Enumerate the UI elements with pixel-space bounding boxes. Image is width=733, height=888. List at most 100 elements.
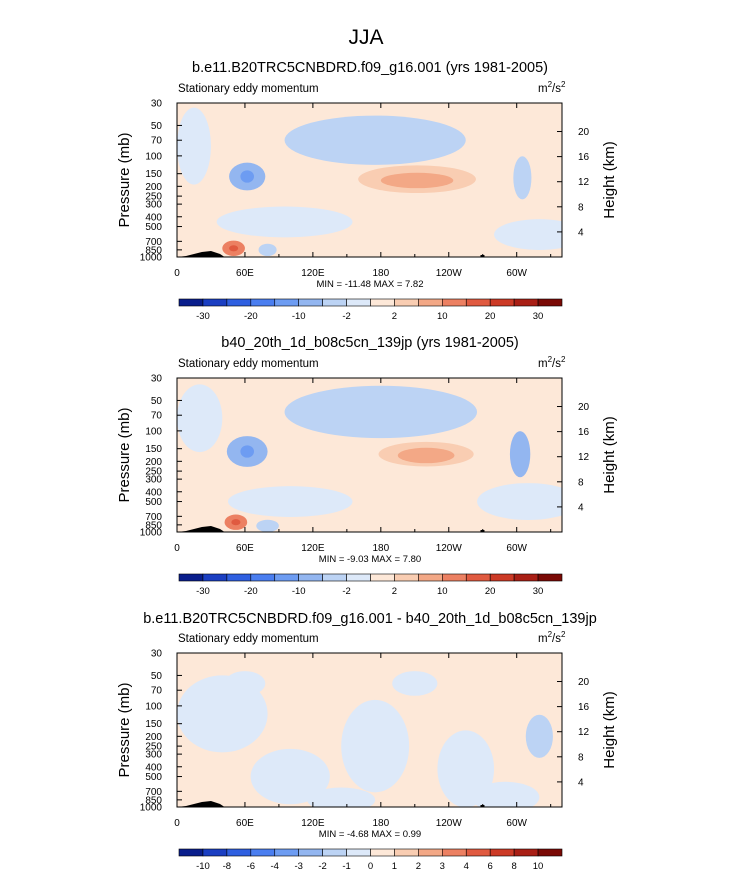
contour-region	[284, 115, 466, 165]
y-tick-label: 500	[145, 497, 162, 508]
colorbar-swatch	[418, 298, 443, 307]
height-tick-label: 16	[578, 427, 590, 438]
y-tick-label: 50	[151, 671, 163, 682]
x-tick-label: 120E	[301, 543, 325, 554]
colorbar-label: 20	[485, 311, 496, 322]
contour-region	[494, 219, 562, 250]
y-tick-label: 400	[145, 212, 162, 223]
colorbar-label: -2	[342, 586, 350, 597]
y-tick-label: 30	[151, 649, 163, 660]
topography	[177, 526, 225, 532]
colorbar-label: -6	[247, 861, 255, 872]
panel-1: b.e11.B20TRC5CNBDRD.f09_g16.001 (yrs 198…	[116, 60, 618, 322]
colorbar-swatch	[250, 848, 276, 857]
colorbar-swatch	[370, 298, 395, 307]
contour-region	[240, 445, 255, 458]
colorbar-swatch	[226, 573, 252, 582]
contour-region	[229, 245, 239, 252]
colorbar-swatch	[250, 298, 276, 307]
x-tick-label: 180	[372, 818, 389, 829]
contour-region	[341, 699, 410, 793]
panel-3: b.e11.B20TRC5CNBDRD.f09_g16.001 - b40_20…	[116, 611, 618, 872]
y-tick-label: 250	[145, 467, 162, 478]
colorbar-label: -3	[294, 861, 302, 872]
colorbar-swatch	[465, 573, 491, 582]
colorbar-swatch	[442, 573, 467, 582]
contour-field	[177, 107, 562, 257]
height-tick-label: 4	[578, 227, 584, 238]
colorbar-swatch	[513, 573, 539, 582]
colorbar-swatch	[465, 298, 491, 307]
y-tick-label: 30	[151, 374, 163, 385]
y-tick-label: 300	[145, 200, 162, 211]
height-tick-label: 20	[578, 402, 590, 413]
contour-field	[177, 384, 562, 532]
colorbar-swatch	[178, 848, 204, 857]
height-tick-label: 12	[578, 177, 590, 188]
units-label: m2/s2	[538, 630, 566, 645]
x-tick-label: 60E	[236, 818, 254, 829]
x-tick-label: 180	[372, 543, 389, 554]
contour-region	[380, 172, 454, 189]
panel-title: b40_20th_1d_b08c5cn_139jp (yrs 1981-2005…	[221, 335, 518, 351]
colorbar-swatch	[537, 848, 563, 857]
y-tick-label: 850	[145, 245, 162, 256]
x-tick-label: 0	[174, 543, 180, 554]
colorbar-label: 4	[464, 861, 469, 872]
colorbar-label: 6	[488, 861, 493, 872]
colorbar-label: 8	[511, 861, 516, 872]
panel-title: b.e11.B20TRC5CNBDRD.f09_g16.001 (yrs 198…	[192, 60, 548, 76]
colorbar-swatch	[394, 298, 419, 307]
y-tick-label: 50	[151, 121, 163, 132]
contour-region	[177, 384, 223, 453]
colorbar-label: -2	[342, 311, 350, 322]
colorbar-swatch	[489, 848, 515, 857]
y-tick-label: 70	[151, 686, 163, 697]
panel-title: b.e11.B20TRC5CNBDRD.f09_g16.001 - b40_20…	[143, 611, 597, 627]
contour-region	[240, 170, 255, 183]
colorbar-swatch	[202, 573, 228, 582]
colorbar-swatch	[274, 573, 299, 582]
contour-region	[216, 206, 353, 238]
colorbar-label: 2	[392, 586, 397, 597]
height-tick-label: 20	[578, 127, 590, 138]
colorbar-swatch	[274, 298, 299, 307]
colorbar-swatch	[322, 298, 347, 307]
x-tick-label: 120E	[301, 818, 325, 829]
colorbar-swatch	[226, 848, 252, 857]
colorbar-label: -10	[292, 586, 306, 597]
x-tick-label: 60W	[506, 818, 527, 829]
height-tick-label: 4	[578, 502, 584, 513]
y-tick-label: 400	[145, 762, 162, 773]
y-tick-label: 500	[145, 222, 162, 233]
colorbar-label: -10	[292, 311, 306, 322]
y-tick-label: 150	[145, 444, 162, 455]
colorbar-label: -10	[196, 861, 210, 872]
topography	[177, 251, 225, 257]
y-tick-label: 100	[145, 151, 162, 162]
colorbar-swatch	[250, 573, 276, 582]
y-tick-label: 200	[145, 182, 162, 193]
colorbar-label: -2	[318, 861, 326, 872]
y-tick-label: 700	[145, 787, 162, 798]
y-axis-label: Pressure (mb)	[116, 132, 133, 227]
colorbar-swatch	[298, 298, 323, 307]
x-tick-label: 120E	[301, 268, 325, 279]
contour-region	[227, 486, 353, 517]
colorbar-label: 20	[485, 586, 496, 597]
x-tick-label: 0	[174, 818, 180, 829]
colorbar-swatch	[178, 573, 204, 582]
x-tick-label: 120W	[436, 818, 463, 829]
panels: b.e11.B20TRC5CNBDRD.f09_g16.001 (yrs 198…	[116, 60, 618, 872]
colorbar-label: -1	[342, 861, 350, 872]
contour-field	[177, 671, 553, 807]
colorbar-swatch	[370, 573, 395, 582]
y-tick-label: 500	[145, 772, 162, 783]
y-tick-label: 700	[145, 512, 162, 523]
contour-region	[284, 385, 478, 439]
contour-region	[231, 519, 241, 526]
contour-region	[307, 787, 376, 807]
topography	[177, 801, 225, 807]
colorbar-label: -30	[196, 586, 210, 597]
